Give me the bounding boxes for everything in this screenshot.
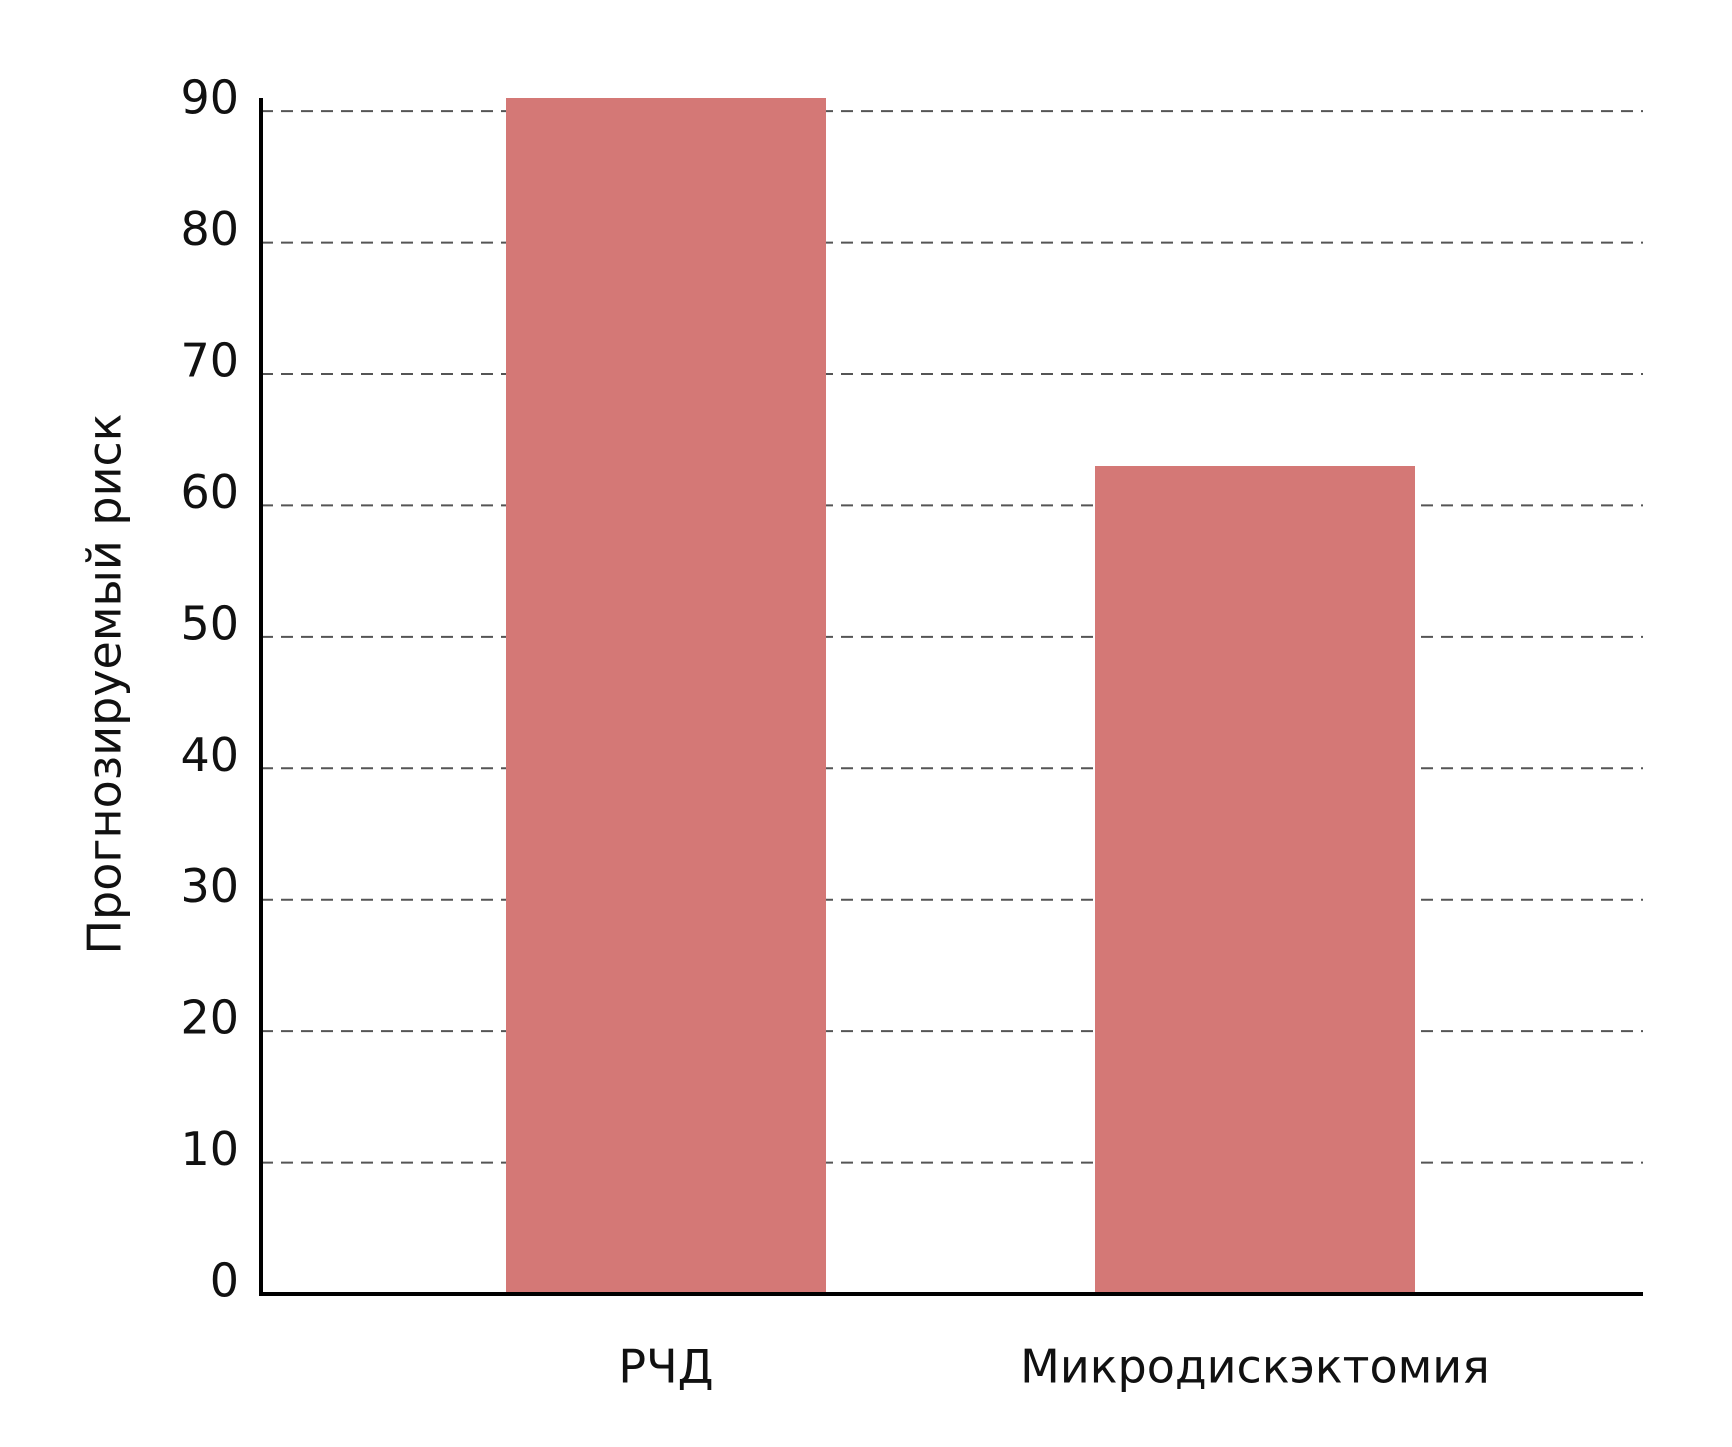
y-tick-label: 90 [180, 71, 239, 125]
bar [506, 98, 826, 1294]
y-tick-label: 60 [180, 465, 239, 519]
y-tick-label: 50 [180, 596, 239, 650]
y-axis-label: Прогнозируемый риск [78, 413, 132, 954]
y-tick-label: 20 [180, 991, 239, 1045]
y-tick-label: 30 [180, 859, 239, 913]
y-tick-label: 10 [180, 1122, 239, 1176]
x-tick-label: Микродискэктомия [1020, 1340, 1490, 1394]
y-tick-label: 70 [180, 334, 239, 388]
y-tick-label: 0 [210, 1254, 239, 1308]
y-tick-label: 80 [180, 202, 239, 256]
bar [1095, 466, 1415, 1294]
y-tick-label: 40 [180, 728, 239, 782]
x-tick-label: РЧД [618, 1340, 713, 1394]
